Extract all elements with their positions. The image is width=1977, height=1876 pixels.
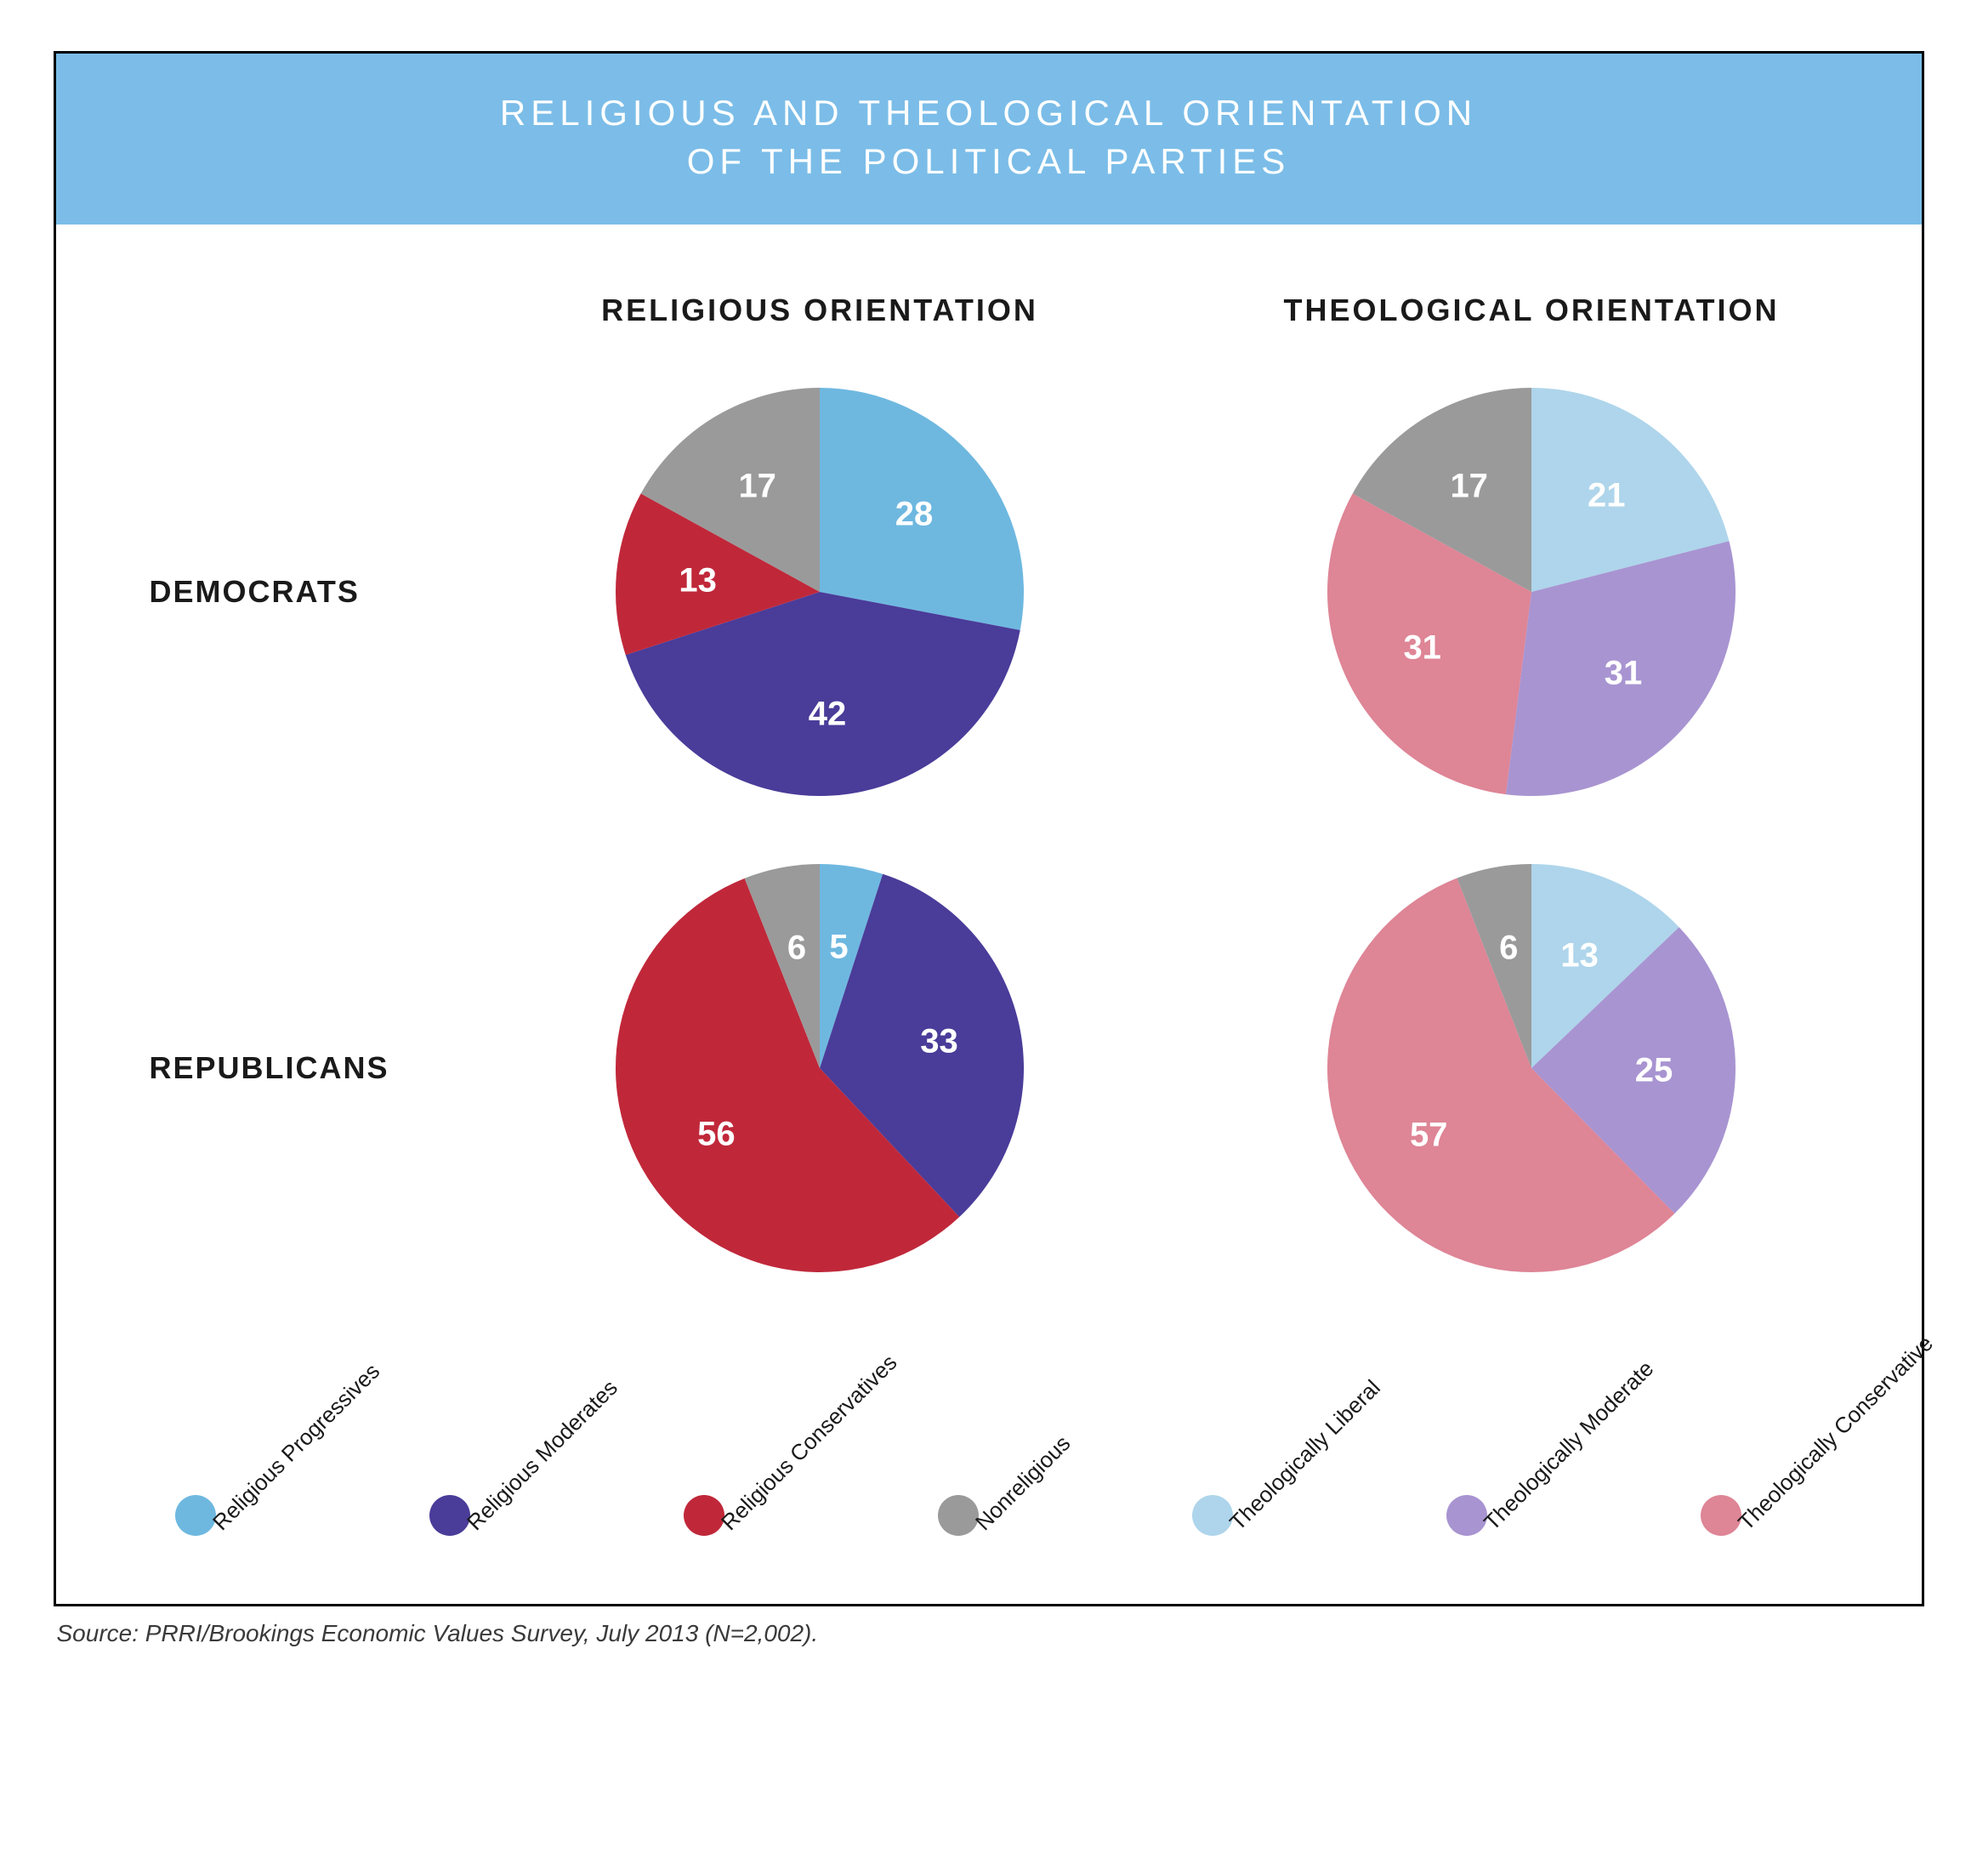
slice-label: 17 bbox=[1450, 468, 1488, 506]
legend-item-theologically_moderate: Theologically Moderate bbox=[1446, 1366, 1548, 1536]
source-text: Source: PRRI/Brookings Economic Values S… bbox=[54, 1606, 1924, 1647]
slice-label: 42 bbox=[809, 696, 847, 734]
legend-item-nonreligious: Nonreligious bbox=[938, 1366, 1040, 1536]
title-line-1: RELIGIOUS AND THEOLOGICAL ORIENTATION bbox=[73, 89, 1905, 138]
legend-item-theologically_liberal: Theologically Liberal bbox=[1192, 1366, 1294, 1536]
legend: Religious Progressives Religious Moderate… bbox=[124, 1281, 1854, 1553]
slice-label: 57 bbox=[1410, 1116, 1448, 1154]
title-bar: RELIGIOUS AND THEOLOGICAL ORIENTATION OF… bbox=[56, 54, 1922, 225]
legend-item-religious_progressives: Religious Progressives bbox=[175, 1366, 277, 1536]
slice-label: 28 bbox=[895, 495, 934, 533]
slice-label: 33 bbox=[920, 1022, 958, 1060]
pie-dem-theological: 21 31 31 17 bbox=[1319, 379, 1744, 804]
slice-label: 56 bbox=[697, 1115, 736, 1153]
slice-label: 31 bbox=[1605, 654, 1643, 692]
chart-frame: RELIGIOUS AND THEOLOGICAL ORIENTATION OF… bbox=[54, 51, 1924, 1606]
legend-item-theologically_conservative: Theologically Conservative bbox=[1701, 1366, 1803, 1536]
row-header-republicans: REPUBLICANS bbox=[124, 1050, 389, 1086]
pie-dem-religious: 28 42 13 17 bbox=[607, 379, 1032, 804]
slice-label: 25 bbox=[1635, 1051, 1673, 1089]
slice-label: 17 bbox=[738, 468, 776, 506]
column-header-religious: RELIGIOUS ORIENTATION bbox=[601, 293, 1038, 328]
pie-rep-theological: 13 25 57 6 bbox=[1319, 856, 1744, 1281]
slice-label: 13 bbox=[1560, 936, 1599, 975]
slice-label: 6 bbox=[787, 929, 806, 967]
title-line-2: OF THE POLITICAL PARTIES bbox=[73, 138, 1905, 186]
chart-grid: RELIGIOUS ORIENTATION THEOLOGICAL ORIENT… bbox=[124, 293, 1854, 1281]
slice-label: 31 bbox=[1403, 628, 1441, 667]
slice-label: 13 bbox=[679, 561, 717, 600]
column-header-theological: THEOLOGICAL ORIENTATION bbox=[1284, 293, 1780, 328]
legend-item-religious_moderates: Religious Moderates bbox=[429, 1366, 531, 1536]
slice-label: 21 bbox=[1588, 476, 1626, 514]
slice-label: 5 bbox=[829, 929, 848, 967]
row-header-democrats: DEMOCRATS bbox=[124, 574, 360, 610]
slice-label: 6 bbox=[1499, 929, 1518, 967]
legend-item-religious_conservatives: Religious Conservatives bbox=[684, 1366, 786, 1536]
content-area: RELIGIOUS ORIENTATION THEOLOGICAL ORIENT… bbox=[56, 225, 1922, 1604]
pie-rep-religious: 5 33 56 6 bbox=[607, 856, 1032, 1281]
